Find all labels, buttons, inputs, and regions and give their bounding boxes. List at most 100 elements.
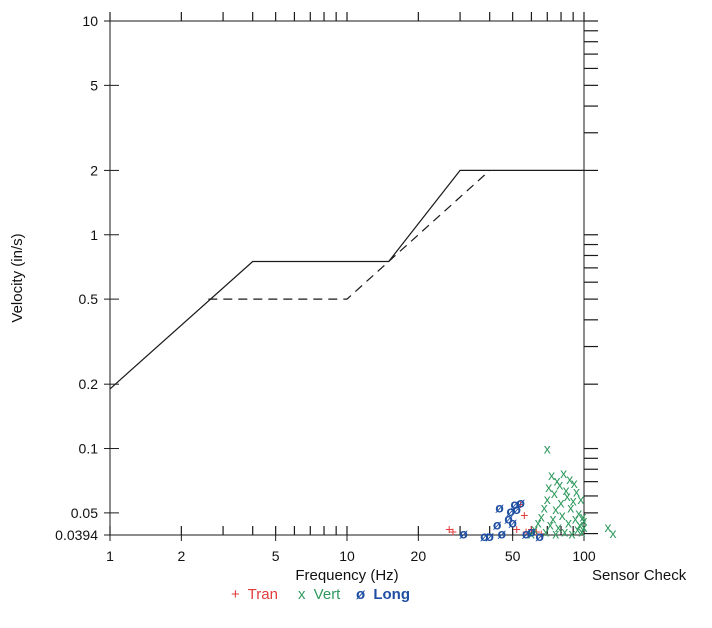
legend-long-symbol: ø bbox=[356, 586, 366, 603]
legend-tran-label: Tran bbox=[248, 586, 278, 603]
legend-item-tran: + Tran bbox=[231, 586, 278, 603]
x-tick-label: 1 bbox=[106, 548, 114, 564]
marker-tran: + bbox=[449, 523, 457, 539]
legend-item-long: ø Long bbox=[356, 586, 410, 603]
y-axis-ticks bbox=[104, 20, 598, 536]
marker-vert: x bbox=[558, 494, 565, 510]
marker-vert: x bbox=[580, 509, 587, 525]
x-tick-label: 50 bbox=[505, 548, 521, 564]
y-tick-label: 1 bbox=[90, 227, 98, 243]
legend-vert-label: Vert bbox=[314, 586, 342, 603]
y-tick-label: 0.5 bbox=[79, 291, 99, 307]
tick-labels: 1 2 5 10 20 50 100 10 5 2 1 0.5 0.2 0.1 0.05 0.0394 bbox=[55, 13, 596, 564]
marker-vert: x bbox=[552, 501, 559, 517]
marker-vert: x bbox=[581, 519, 588, 535]
legend-tran-symbol: + bbox=[231, 586, 240, 603]
marker-long: ø bbox=[510, 496, 519, 512]
marker-vert: x bbox=[545, 479, 552, 495]
marker-vert: x bbox=[564, 488, 571, 504]
marker-long: ø bbox=[493, 517, 502, 533]
x-tick-label: 10 bbox=[339, 548, 355, 564]
marker-vert: x bbox=[535, 515, 542, 531]
marker-vert: x bbox=[552, 526, 559, 542]
marker-vert: x bbox=[548, 467, 555, 483]
reference-line-solid bbox=[109, 169, 584, 390]
marker-vert: x bbox=[542, 523, 549, 539]
reference-line-dashed bbox=[208, 169, 491, 300]
marker-vert: x bbox=[570, 493, 577, 509]
marker-vert: x bbox=[559, 507, 566, 523]
marker-tran: + bbox=[513, 521, 521, 537]
x-axis-ticks bbox=[109, 12, 585, 541]
marker-vert: x bbox=[544, 441, 551, 457]
scatter-markers: ++ +++++++xxxxxxxxxxxxxxxxxxxxxxxxxxxxxxx… bbox=[445, 441, 587, 544]
marker-vert: x bbox=[561, 523, 568, 539]
y-tick-label: 2 bbox=[90, 162, 98, 178]
marker-tran: + bbox=[532, 523, 540, 539]
y-tick-label: 0.2 bbox=[79, 376, 99, 392]
marker-long: ø bbox=[498, 526, 507, 542]
marker-vert: x bbox=[555, 519, 562, 535]
marker-vert: x bbox=[565, 515, 572, 531]
marker-vert: x bbox=[575, 505, 582, 521]
legend-vert-symbol: x bbox=[298, 586, 306, 603]
marker-long: ø bbox=[485, 528, 494, 544]
marker-vert: x bbox=[566, 471, 573, 487]
y-tick-label: 0.0394 bbox=[55, 527, 98, 543]
marker-vert: x bbox=[550, 511, 557, 527]
marker-vert: x bbox=[528, 526, 535, 542]
x-tick-label: 20 bbox=[411, 548, 427, 564]
marker-vert: x bbox=[547, 517, 554, 533]
marker-long: ø bbox=[504, 511, 513, 527]
marker-vert: x bbox=[578, 523, 585, 539]
marker-long: ø bbox=[535, 528, 544, 544]
marker-vert: x bbox=[544, 491, 551, 507]
y-tick-label: 0.05 bbox=[71, 505, 98, 521]
reference-lines bbox=[109, 169, 584, 390]
marker-vert: x bbox=[581, 513, 588, 529]
marker-tran: + bbox=[537, 526, 545, 542]
marker-long: ø bbox=[495, 500, 504, 516]
x-axis-title: Frequency (Hz) bbox=[295, 567, 398, 584]
y-axis-title: Velocity (in/s) bbox=[9, 233, 26, 322]
marker-tran: + bbox=[445, 521, 453, 537]
legend-item-vert: x Vert bbox=[298, 586, 341, 603]
y-tick-label: 5 bbox=[90, 77, 98, 93]
marker-long: ø bbox=[459, 526, 468, 542]
marker-vert: x bbox=[541, 500, 548, 516]
marker-vert: x bbox=[577, 491, 584, 507]
x-tick-label: 2 bbox=[177, 548, 185, 564]
marker-vert: x bbox=[569, 526, 576, 542]
x-tick-label: 5 bbox=[272, 548, 280, 564]
marker-tran: + bbox=[522, 523, 530, 539]
legend-long-label: Long bbox=[373, 586, 410, 603]
marker-tran: + bbox=[527, 521, 535, 537]
marker-tran: + bbox=[517, 496, 525, 512]
marker-long: ø bbox=[527, 523, 536, 539]
marker-vert: x bbox=[554, 472, 561, 488]
marker-vert: x bbox=[567, 500, 574, 516]
marker-vert: x bbox=[573, 483, 580, 499]
sensor-check-label: Sensor Check bbox=[592, 567, 687, 584]
marker-long: ø bbox=[522, 526, 531, 542]
y-tick-label: 0.1 bbox=[79, 441, 99, 457]
x-tick-label: 100 bbox=[572, 548, 596, 564]
sensor-check-vert-marker: x bbox=[610, 525, 617, 541]
marker-vert: x bbox=[560, 465, 567, 481]
marker-vert: x bbox=[576, 517, 583, 533]
marker-tran: + bbox=[520, 507, 528, 523]
sensor-check-marks: x x bbox=[605, 519, 617, 541]
marker-vert: x bbox=[556, 476, 563, 492]
marker-vert: x bbox=[531, 521, 538, 537]
marker-long: ø bbox=[516, 494, 525, 510]
marker-vert: x bbox=[563, 482, 570, 498]
marker-long: ø bbox=[508, 515, 517, 531]
marker-vert: x bbox=[572, 511, 579, 527]
marker-vert: x bbox=[551, 485, 558, 501]
marker-vert: x bbox=[574, 521, 581, 537]
marker-long: ø bbox=[512, 501, 521, 517]
y-tick-label: 10 bbox=[82, 13, 98, 29]
sensor-check-vert-marker: x bbox=[605, 519, 612, 535]
